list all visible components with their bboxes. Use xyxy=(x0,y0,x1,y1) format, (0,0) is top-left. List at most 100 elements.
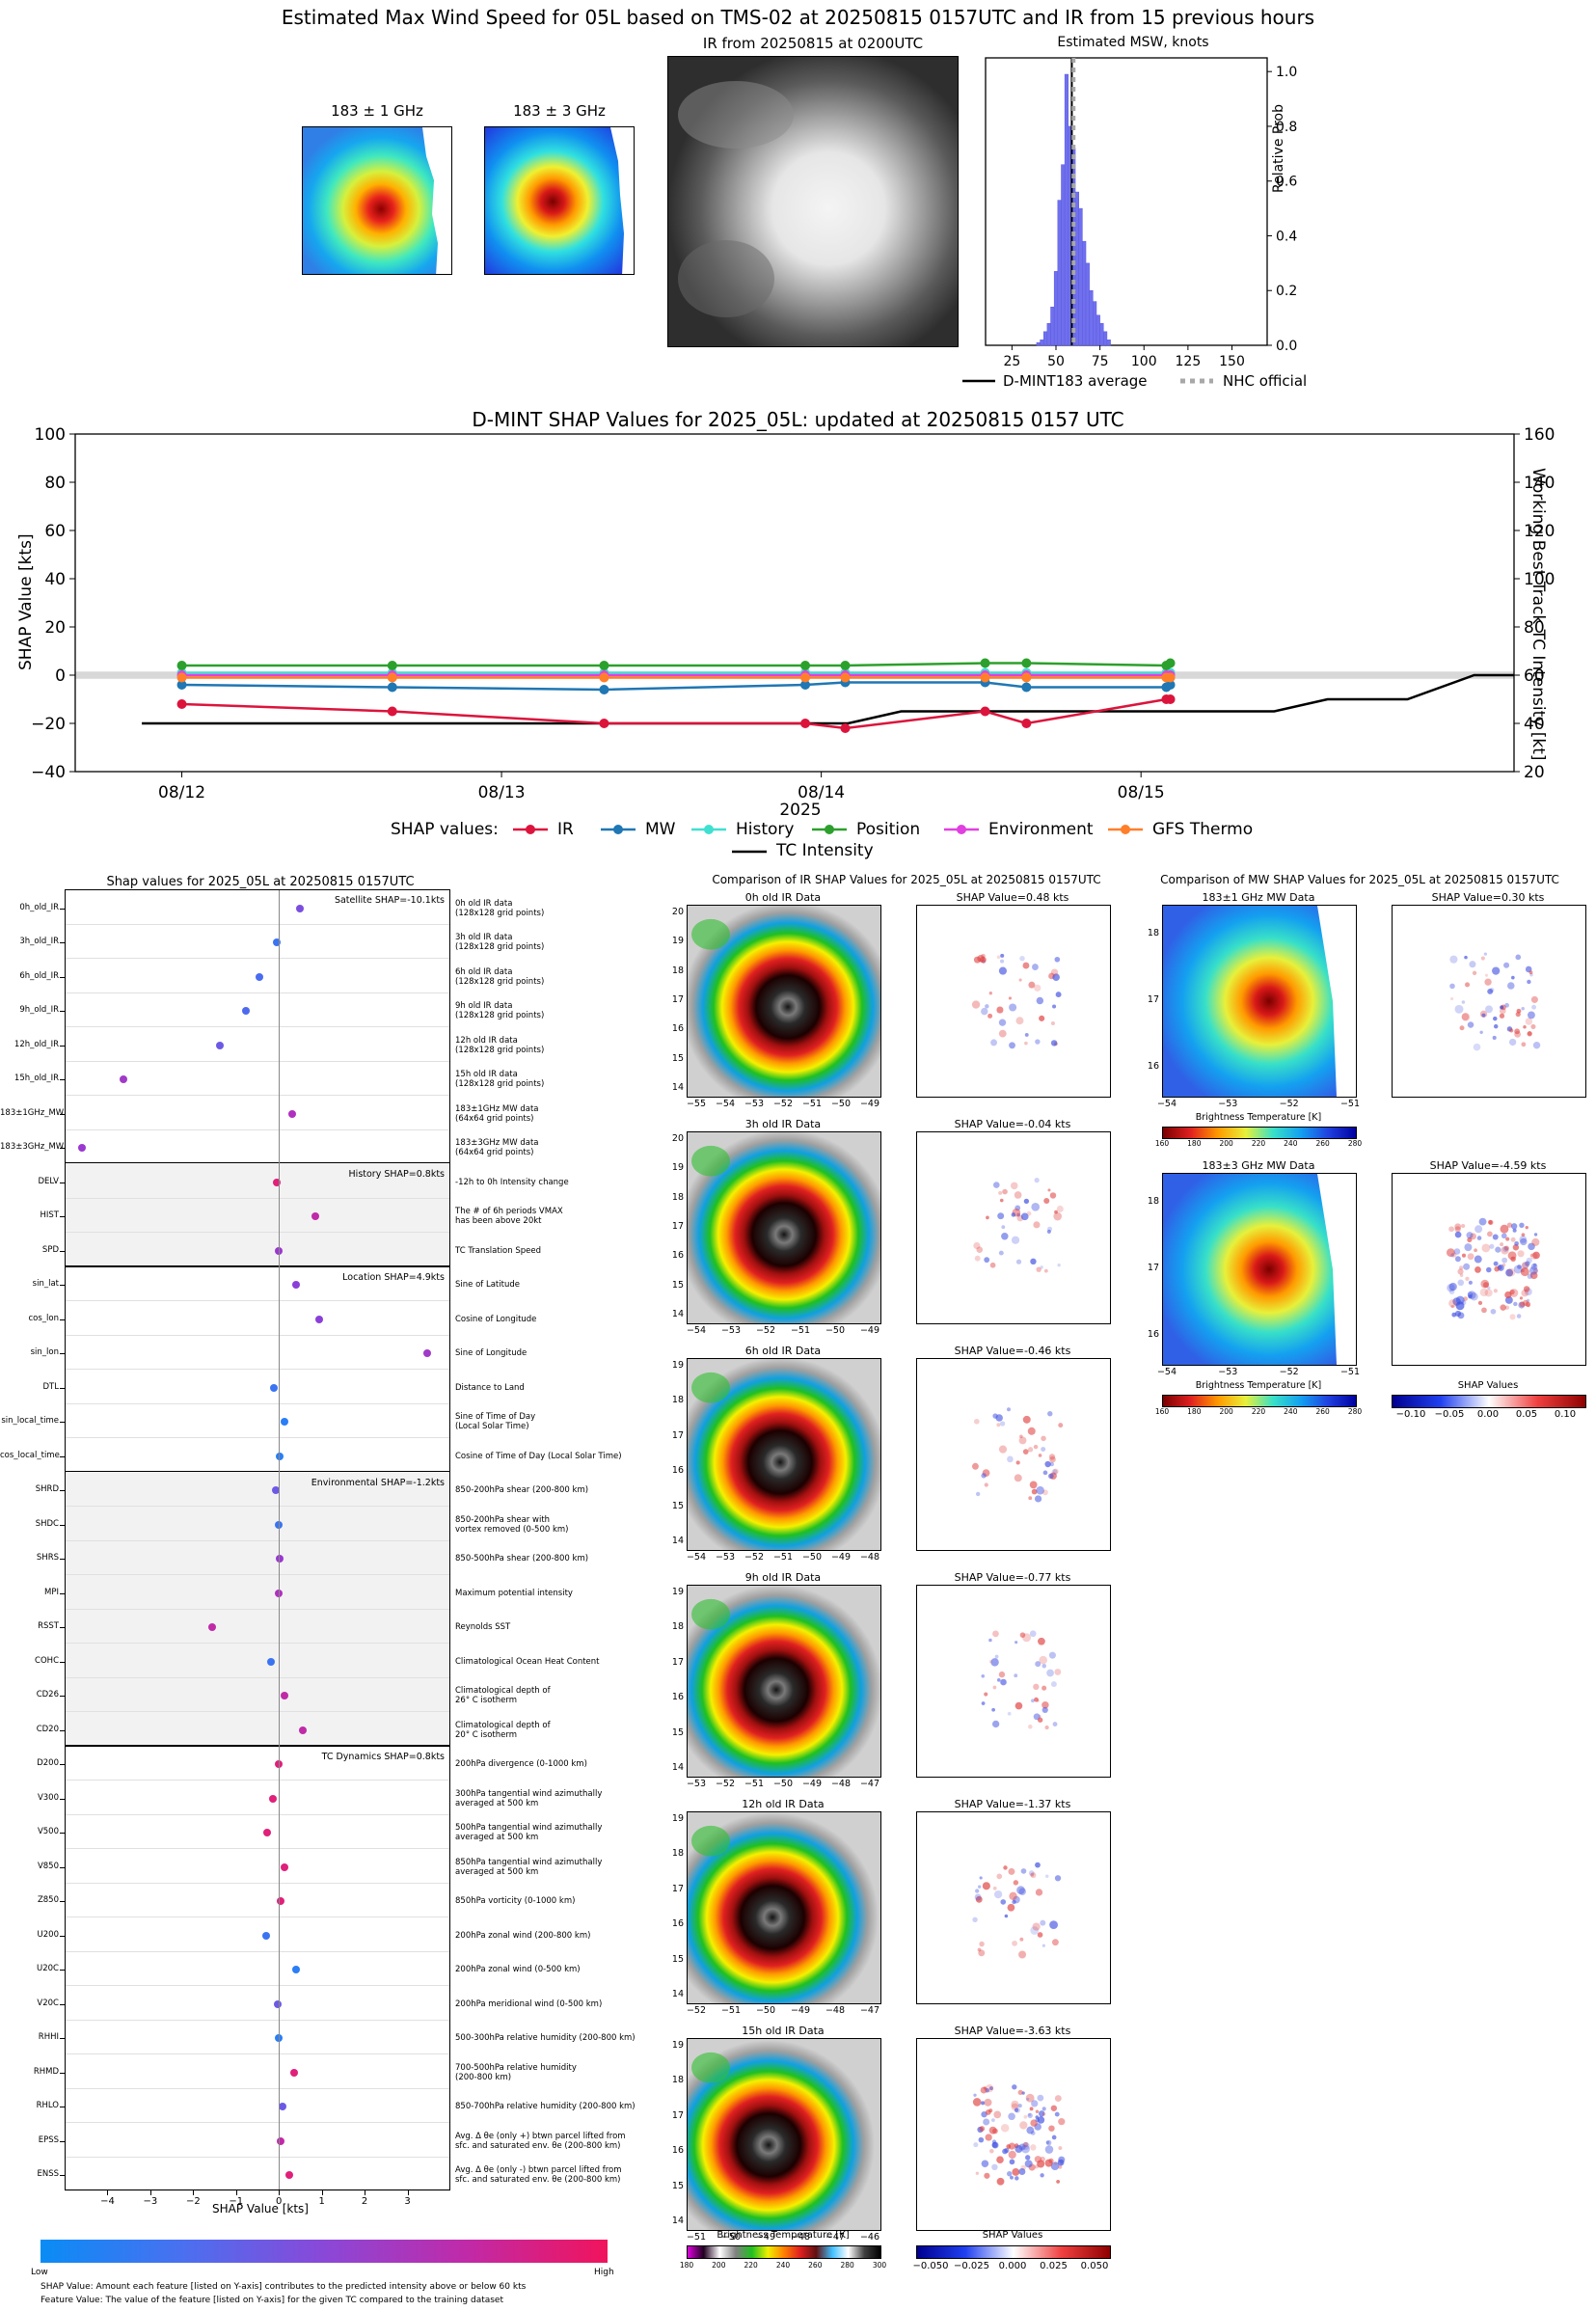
shap-blob xyxy=(1050,1040,1058,1047)
shap-blob xyxy=(1512,1244,1520,1251)
shap-blob xyxy=(978,2136,985,2143)
colorbar-high: High xyxy=(594,2268,614,2277)
shap-blob xyxy=(1014,2176,1019,2181)
shap-blob xyxy=(1054,1210,1058,1214)
mw-shap-colorbar-tick: 0.00 xyxy=(1476,1409,1500,1420)
shap-blob xyxy=(1043,1197,1050,1205)
feature-xtick xyxy=(321,2190,323,2195)
ir-comparison-grid: 0h old IR Data SHAP Value=0.48 kts 20 19 18 1… xyxy=(665,885,1148,2303)
ir-ytick-label: 19 xyxy=(671,2040,684,2051)
feature-desc: 6h old IR data (128x128 grid points) xyxy=(455,966,545,987)
feature-point-15h_old_IR xyxy=(119,1075,127,1084)
hist-bar xyxy=(1061,164,1066,346)
ir-data-feature xyxy=(691,918,730,950)
shap-blob xyxy=(1533,1233,1538,1237)
shap-blob xyxy=(1530,995,1538,1003)
shap-blob xyxy=(1025,2155,1031,2161)
shap-blob xyxy=(1034,1177,1040,1183)
main-title: Estimated Max Wind Speed for 05L based o… xyxy=(281,6,1315,29)
shap-blob xyxy=(1050,1020,1055,1025)
mw-colorbar-tick: 180 xyxy=(1187,1407,1202,1416)
shap-blob xyxy=(1015,1017,1024,1025)
shap-blob xyxy=(1526,1257,1532,1264)
mw-colorbar-tick: 260 xyxy=(1315,1407,1330,1416)
shap-blob xyxy=(1040,1919,1046,1926)
shap-blob xyxy=(998,1250,1004,1256)
shap-blob xyxy=(991,1720,1000,1728)
ir-colorbar-tick: 180 xyxy=(679,2261,694,2270)
shap-blob xyxy=(1041,1701,1049,1709)
series-point-position xyxy=(800,661,811,670)
feature-label: sin_lon xyxy=(30,1347,59,1358)
shap-blob xyxy=(1047,1188,1051,1192)
shap-blob xyxy=(1018,1888,1027,1896)
feature-label: 0h_old_IR xyxy=(19,902,59,912)
shap-blob xyxy=(1461,1013,1471,1021)
shap-blob xyxy=(1054,956,1061,963)
shap-blob xyxy=(1017,2104,1022,2108)
section-title: TC Dynamics SHAP=0.8kts xyxy=(321,1751,445,1762)
shap-blob xyxy=(1060,2161,1064,2165)
ir-row-data-title: 9h old IR Data xyxy=(744,1571,822,1584)
shap-blob xyxy=(1022,1449,1029,1455)
shap-blob xyxy=(1452,1297,1461,1306)
shap-blob xyxy=(981,1473,987,1479)
shap-blob xyxy=(1001,1225,1006,1230)
row-divider xyxy=(65,1711,450,1712)
shap-blob xyxy=(990,1039,998,1047)
mw-colorbar-tick: 240 xyxy=(1284,1407,1298,1416)
feature-point-EPSS xyxy=(277,2136,285,2145)
feature-label: V20C xyxy=(37,1998,59,2008)
mw-colorbar-tick: 160 xyxy=(1154,1407,1170,1416)
shap-blob xyxy=(1036,1485,1044,1495)
feature-desc: Distance to Land xyxy=(455,1382,525,1393)
row-divider xyxy=(65,1780,450,1781)
shap-blob xyxy=(998,1019,1007,1026)
feature-label: 183±3GHz_MW xyxy=(0,1142,65,1153)
shap-blob xyxy=(1018,1950,1027,1959)
shap-image xyxy=(1392,905,1586,1098)
shap-blob xyxy=(1037,2116,1045,2124)
row-divider xyxy=(65,1095,450,1096)
ir-xtick-label: −53 xyxy=(744,1099,765,1109)
mw-shap-colorbar-tick: −0.05 xyxy=(1434,1409,1465,1420)
row-divider xyxy=(65,1985,450,1986)
hist-bar xyxy=(1046,323,1051,346)
feature-label: V300 xyxy=(37,1792,59,1803)
ir-xtick-label: −52 xyxy=(772,1099,794,1109)
shap-image xyxy=(916,2038,1111,2231)
shap-blob xyxy=(1035,1039,1041,1045)
shap-blob xyxy=(987,1013,993,1019)
shap-blob xyxy=(998,1029,1007,1038)
series-point-gfs-thermo xyxy=(840,672,851,683)
legend-nhc: NHC official xyxy=(1223,372,1308,390)
feature-desc: -12h to 0h Intensity change xyxy=(455,1177,569,1187)
shap-blob xyxy=(1467,1237,1473,1243)
shap-blob xyxy=(1022,1415,1031,1424)
ir-xtick-label: −53 xyxy=(686,1779,707,1789)
shap-blob xyxy=(1019,955,1025,962)
shap-blob xyxy=(1461,1013,1470,1020)
shap-blob xyxy=(1525,1225,1528,1230)
row-divider xyxy=(65,1197,450,1199)
shap-blob xyxy=(1000,953,1005,958)
shap-blob xyxy=(973,1241,981,1250)
shap-blob xyxy=(1012,2168,1020,2176)
shap-blob xyxy=(1493,1016,1498,1021)
feature-xtick xyxy=(107,2190,109,2195)
shap-blob xyxy=(1002,1188,1008,1195)
shap-blob xyxy=(1474,1255,1482,1264)
shap-blob xyxy=(1032,1922,1041,1931)
shap-blob xyxy=(1003,1865,1008,1870)
shap-blob xyxy=(1461,1299,1467,1306)
feature-point-CD20 xyxy=(298,1726,307,1734)
ir-row-data-title: 15h old IR Data xyxy=(742,2025,825,2037)
shap-blob xyxy=(998,1190,1003,1195)
shap-blob xyxy=(1465,982,1471,988)
hist-ytick-label: 0.2 xyxy=(1276,284,1297,299)
shap-blob xyxy=(992,1413,998,1419)
shap-blob xyxy=(1513,1301,1518,1307)
row-divider xyxy=(65,1539,450,1541)
shap-blob xyxy=(1482,1282,1489,1289)
mw-colorbar-tick: 260 xyxy=(1315,1139,1330,1148)
